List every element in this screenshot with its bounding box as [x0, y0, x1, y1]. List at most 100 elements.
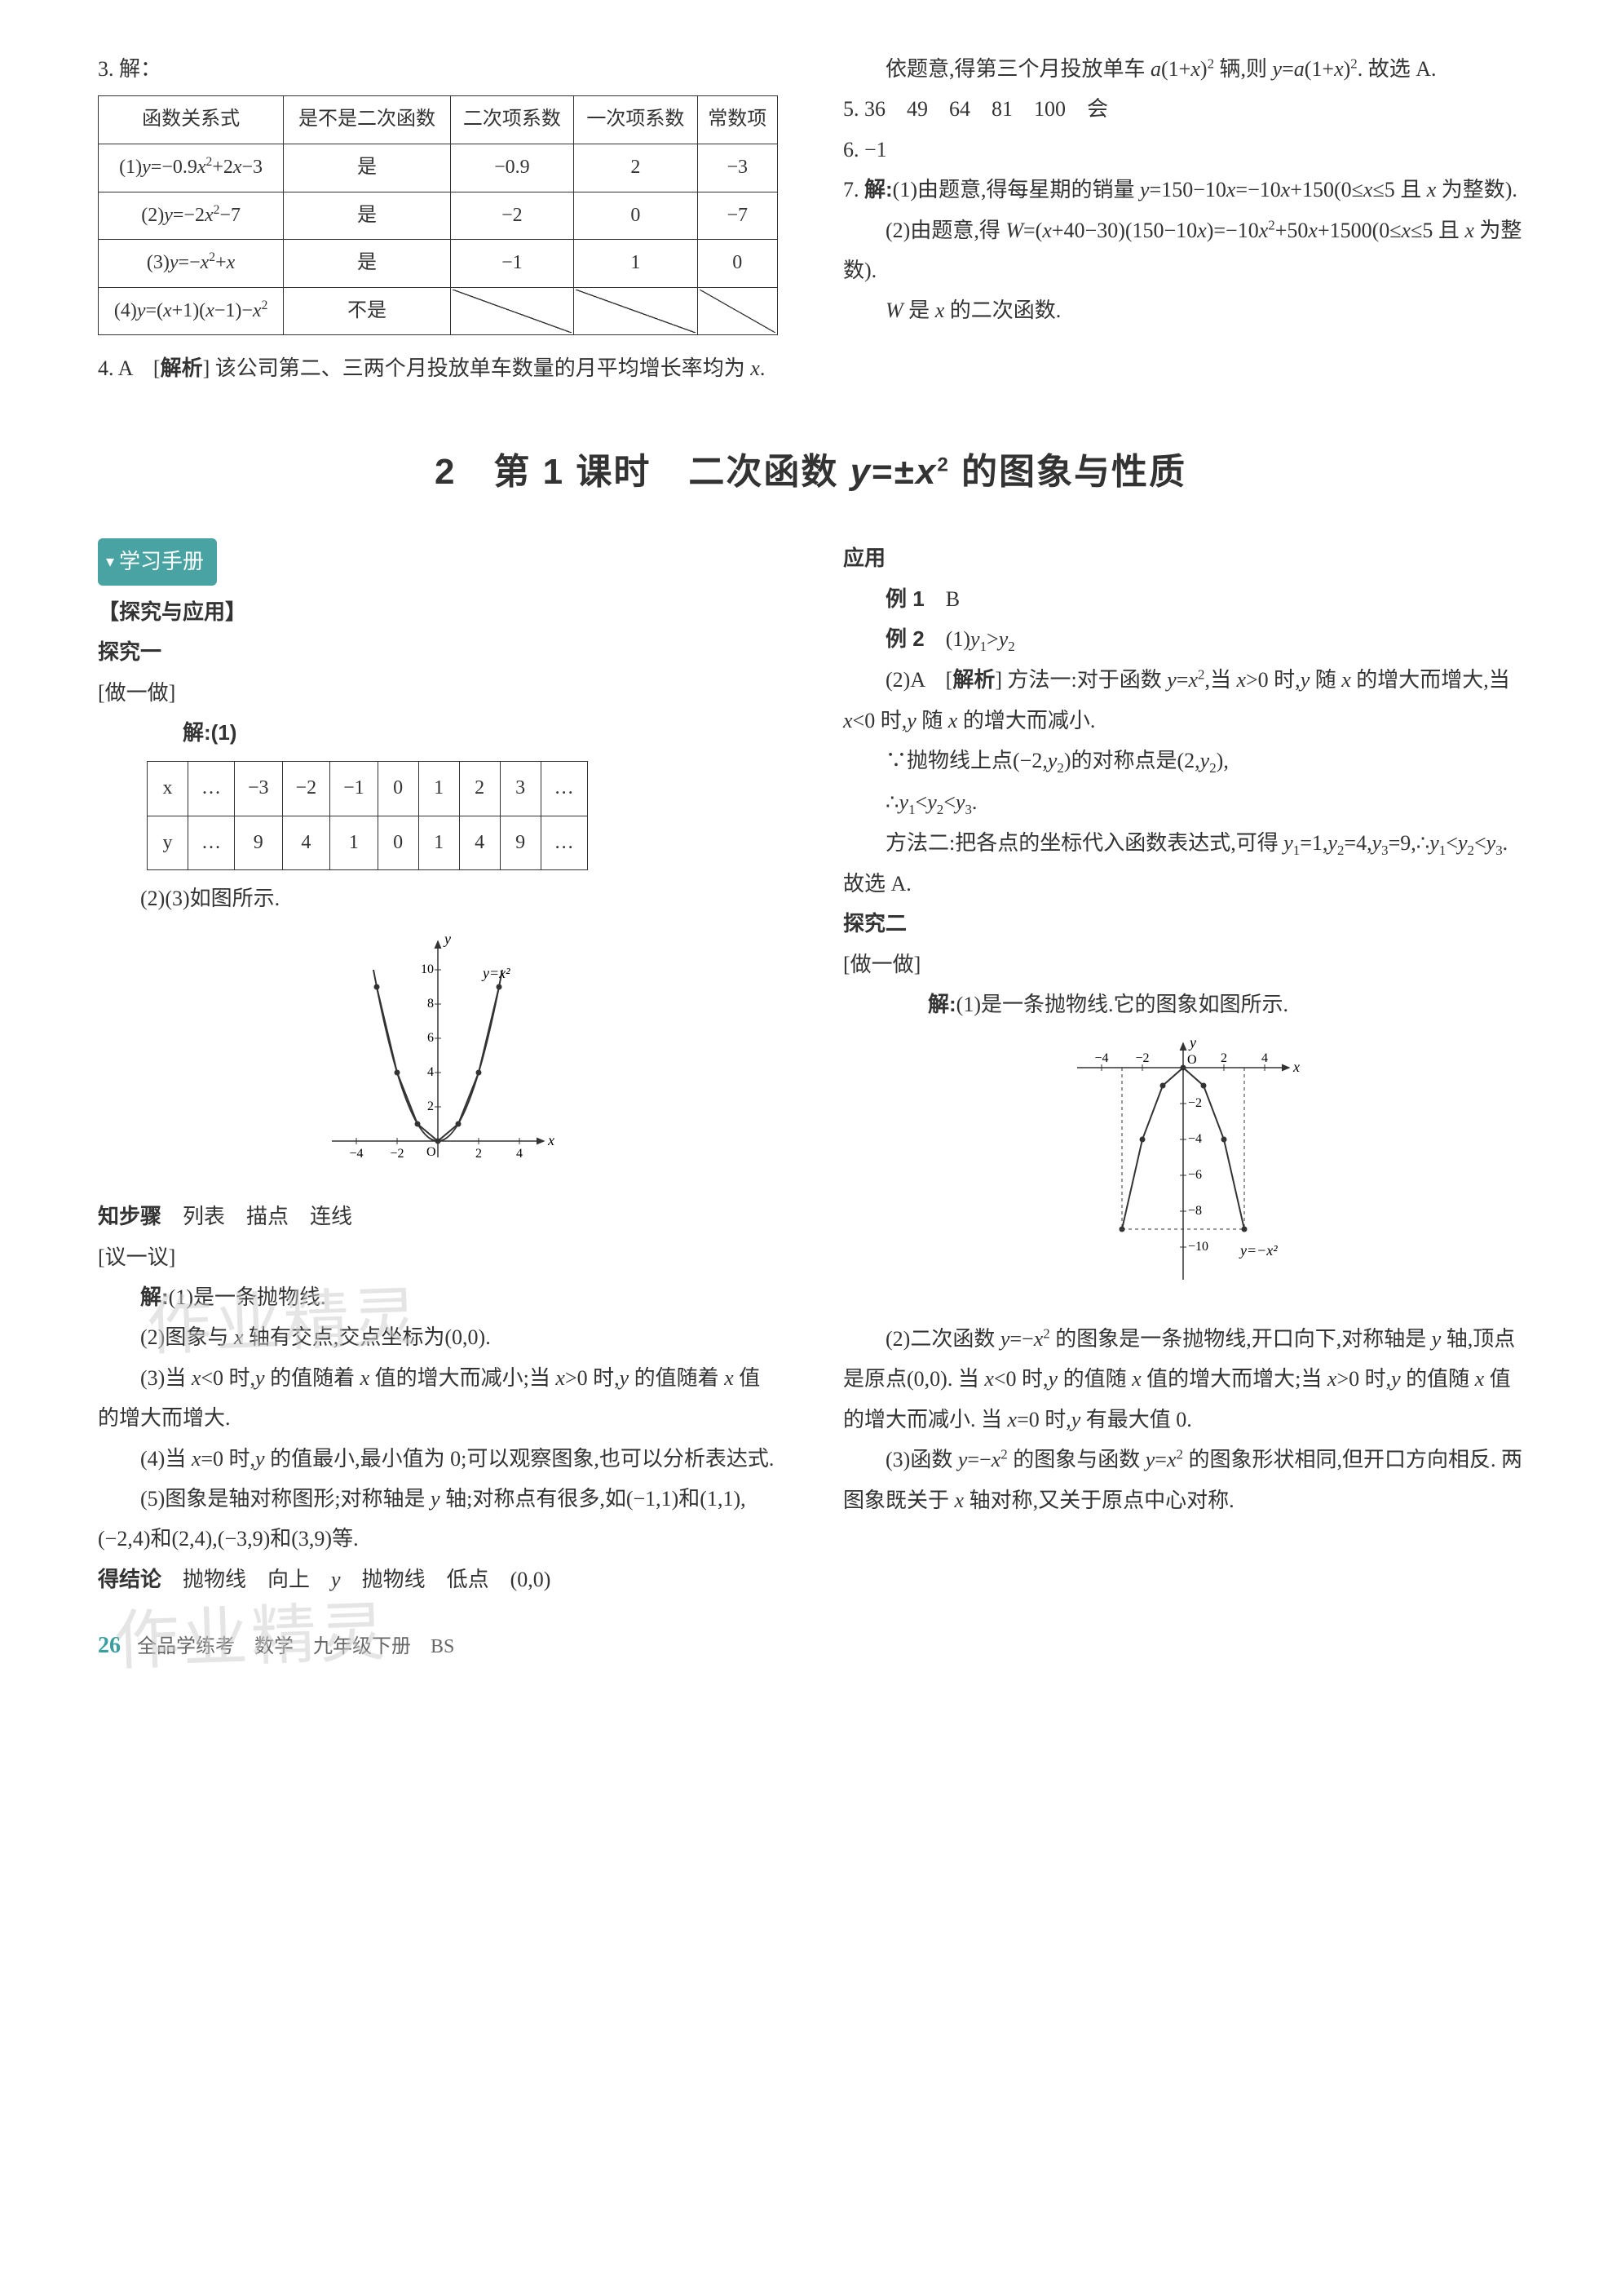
tanjiu2-heading: 探究二 [843, 904, 1523, 944]
cell: −2 [282, 762, 330, 816]
main-right-col: 应用 例 1 B 例 2 (1)y1>y2 (2)A [解析] 方法一:对于函数… [843, 538, 1523, 1599]
cell: y [148, 816, 188, 870]
q3-label: 3. 解： [98, 49, 778, 89]
r3-expr: (3)y=−x2+x [99, 240, 284, 288]
main-left-col: 学习手册 【探究与应用】 探究一 [做一做] 解:(1) x … −3 −2 −… [98, 538, 778, 1599]
svg-text:x: x [547, 1132, 554, 1148]
r1-b: 2 [574, 144, 697, 192]
cell: … [188, 762, 235, 816]
ex2d: ∴y1<y2<y3. [843, 782, 1523, 823]
cell: 1 [418, 762, 459, 816]
parabola-down-svg: x y O −4 −2 2 4 −2 −4 −6 −8 −10 [1061, 1035, 1305, 1296]
jie1: 解:(1) [98, 713, 778, 753]
a4: (4)当 x=0 时,y 的值最小,最小值为 0;可以观察图象,也可以分析表达式… [98, 1439, 778, 1479]
r3-a: −1 [450, 240, 573, 288]
zhibu-text: 知步骤 列表 描点 连线 [98, 1197, 778, 1236]
r2-c: −7 [697, 192, 777, 240]
xy-row-x: x … −3 −2 −1 0 1 2 3 … [148, 762, 588, 816]
xy-table: x … −3 −2 −1 0 1 2 3 … y … 9 4 1 0 1 4 9 [147, 761, 588, 870]
cell: … [188, 816, 235, 870]
ex1: 例 1 B [843, 579, 1523, 619]
svg-text:y: y [1188, 1035, 1196, 1051]
a5: (5)图象是轴对称图形;对称轴是 y 轴;对称点有很多,如(−1,1)和(1,1… [98, 1479, 778, 1559]
cell: 4 [282, 816, 330, 870]
svg-text:−10: −10 [1188, 1240, 1208, 1254]
r2-b: 0 [574, 192, 697, 240]
svg-text:10: 10 [421, 962, 434, 976]
r3-is: 是 [284, 240, 451, 288]
wm2-wrap: 得结论 抛物线 向上 y 抛物线 低点 (0,0) 作业精灵 [98, 1559, 778, 1599]
cell: 0 [378, 762, 418, 816]
cell: … [541, 816, 587, 870]
svg-text:−4: −4 [1094, 1051, 1108, 1065]
svg-text:−4: −4 [1188, 1132, 1202, 1146]
ex2c: ∵抛物线上点(−2,y2)的对称点是(2,y2), [843, 741, 1523, 781]
r4-b-diag [574, 287, 697, 335]
svg-text:2: 2 [475, 1147, 482, 1161]
svg-text:−2: −2 [390, 1147, 404, 1161]
cell: … [541, 762, 587, 816]
top-section: 3. 解： 函数关系式 是不是二次函数 二次项系数 一次项系数 常数项 (1)y… [98, 49, 1523, 389]
ex2b: (2)A [解析] 方法一:对于函数 y=x2,当 x>0 时,y 随 x 的增… [843, 660, 1523, 741]
study-badge: 学习手册 [98, 538, 217, 585]
ex2e: 方法二:把各点的坐标代入函数表达式,可得 y1=1,y2=4,y3=9,∴y1<… [843, 823, 1523, 905]
q7b-text: (2)由题意,得 W=(x+40−30)(150−10x)=−10x2+50x+… [843, 210, 1523, 291]
r2-a: −2 [450, 192, 573, 240]
a1: 解:(1)是一条抛物线. [98, 1277, 778, 1317]
r1-c: −3 [697, 144, 777, 192]
cell: 9 [235, 816, 283, 870]
main-section: 学习手册 【探究与应用】 探究一 [做一做] 解:(1) x … −3 −2 −… [98, 538, 1523, 1599]
a2: (2)图象与 x 轴有交点,交点坐标为(0,0). [98, 1317, 778, 1357]
r1-a: −0.9 [450, 144, 573, 192]
curve2-label: y=−x² [1239, 1242, 1278, 1259]
a3: (3)当 x<0 时,y 的值随着 x 值的增大而减小;当 x>0 时,y 的值… [98, 1358, 778, 1439]
svg-text:8: 8 [427, 997, 434, 1011]
r4-c-diag [697, 287, 777, 335]
r4-expr: (4)y=(x+1)(x−1)−x2 [99, 287, 284, 335]
svg-text:x: x [1292, 1059, 1300, 1075]
th-c: 常数项 [697, 96, 777, 144]
conclusion-text: 得结论 抛物线 向上 y 抛物线 低点 (0,0) [98, 1559, 778, 1599]
tansuo-heading: 【探究与应用】 [98, 592, 778, 632]
svg-text:−4: −4 [349, 1147, 363, 1161]
svg-text:6: 6 [427, 1031, 434, 1045]
q5-text: 5. 36 49 64 81 100 会 [843, 89, 1523, 129]
r3-b: 1 [574, 240, 697, 288]
xy-row-y: y … 9 4 1 0 1 4 9 … [148, 816, 588, 870]
parabola-up-figure: x y O −4 −2 2 4 2 4 6 8 10 [98, 929, 778, 1187]
cell: x [148, 762, 188, 816]
svg-text:4: 4 [427, 1065, 434, 1079]
r1-is: 是 [284, 144, 451, 192]
yiyiyi-heading: [议一议] [98, 1237, 778, 1277]
yy-heading: 应用 [843, 538, 1523, 578]
svg-text:2: 2 [427, 1099, 434, 1113]
cell: 3 [500, 762, 541, 816]
r3-c: 0 [697, 240, 777, 288]
svg-text:−8: −8 [1188, 1204, 1202, 1218]
r4-a-diag [450, 287, 573, 335]
top-right-col: 依题意,得第三个月投放单车 a(1+x)2 辆,则 y=a(1+x)2. 故选 … [843, 49, 1523, 389]
cell: −1 [330, 762, 378, 816]
fig23-text: (2)(3)如图所示. [98, 878, 778, 918]
th-expr: 函数关系式 [99, 96, 284, 144]
parabola-down-figure: x y O −4 −2 2 4 −2 −4 −6 −8 −10 [843, 1035, 1523, 1309]
q7a-text: 7. 解:(1)由题意,得每星期的销量 y=150−10x=−10x+150(0… [843, 170, 1523, 210]
tanjiu1-heading: 探究一 [98, 632, 778, 672]
page-number: 26 [98, 1633, 121, 1658]
svg-text:2: 2 [1221, 1051, 1227, 1065]
q6-text: 6. −1 [843, 130, 1523, 170]
p3-text: (3)函数 y=−x2 的图象与函数 y=x2 的图象形状相同,但开口方向相反.… [843, 1440, 1523, 1520]
page-footer: 26 全品学练考 数学 九年级下册 BS [98, 1624, 1523, 1667]
section-title: 2 第 1 课时 二次函数 y=±x2 的图象与性质 [98, 438, 1523, 507]
svg-text:4: 4 [516, 1147, 523, 1161]
th-a: 二次项系数 [450, 96, 573, 144]
footer-text: 全品学练考 数学 九年级下册 BS [137, 1636, 454, 1657]
right-line1: 依题意,得第三个月投放单车 a(1+x)2 辆,则 y=a(1+x)2. 故选 … [843, 49, 1523, 89]
curve-label: y=x² [481, 965, 510, 981]
svg-text:−2: −2 [1135, 1051, 1149, 1065]
r4-is: 不是 [284, 287, 451, 335]
svg-text:4: 4 [1261, 1051, 1268, 1065]
r1-expr: (1)y=−0.9x2+2x−3 [99, 144, 284, 192]
r2-is: 是 [284, 192, 451, 240]
th-b: 一次项系数 [574, 96, 697, 144]
